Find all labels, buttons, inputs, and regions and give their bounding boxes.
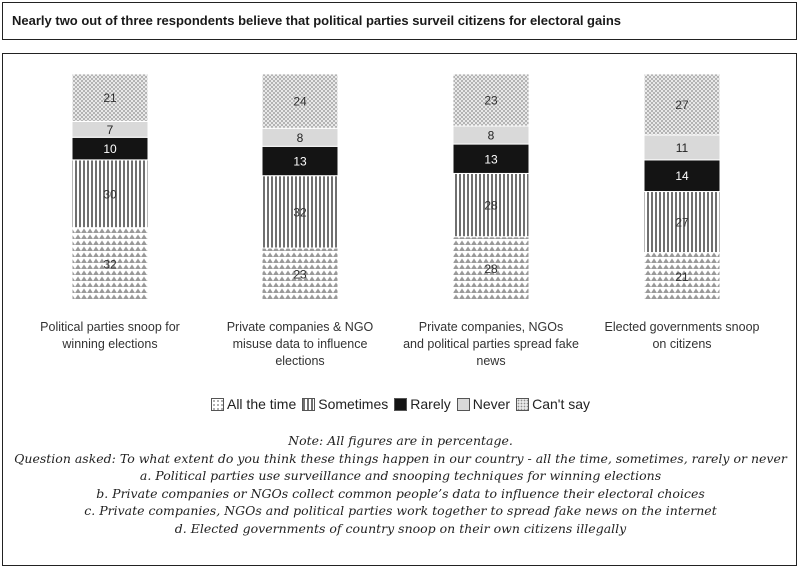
bar-segment-all-the-time	[643, 252, 721, 301]
chart-notes: Note: All figures are in percentage. Que…	[3, 432, 798, 537]
bar-segment-sometimes	[643, 191, 721, 254]
data-label: 27	[675, 216, 689, 230]
bar-segment-never	[643, 134, 721, 161]
category-label-line: Elected governments snoop	[604, 320, 760, 334]
category-label-line: and political parties spread fake news	[403, 337, 579, 368]
question-item-d: d. Elected governments of country snoop …	[174, 520, 627, 536]
data-label: 32	[293, 205, 307, 219]
legend-label: Sometimes	[318, 396, 389, 413]
data-label: 23	[293, 268, 307, 282]
data-label: 7	[107, 123, 114, 137]
bar-segment-can-t-say	[261, 73, 339, 129]
note-line: Note: All figures are in percentage.	[288, 433, 513, 448]
legend-swatch	[516, 398, 530, 412]
stacked-bar-chart: 32 30 10 7 21 23 32 13 8 24 28 28 13 8 23 21 27 14 11 27	[71, 73, 721, 301]
legend-label: Rarely	[410, 396, 451, 413]
legend-item-sometimes: Sometimes	[302, 396, 388, 412]
category-label: Elected governments snoop on citizens	[582, 319, 782, 353]
legend-item-rarely: Rarely	[394, 396, 451, 413]
data-label: 32	[103, 257, 117, 271]
bar-segment-rarely	[261, 145, 339, 177]
data-label: 13	[484, 152, 498, 166]
bar-segment-can-t-say	[452, 73, 530, 127]
data-label: 14	[675, 169, 689, 183]
bar-segment-all-the-time	[71, 227, 149, 301]
data-label: 21	[103, 91, 117, 105]
category-label-line: misuse data to influence	[232, 337, 368, 351]
category-label: Private companies & NGO misuse data to in…	[200, 319, 400, 370]
data-label: 28	[484, 262, 498, 276]
question-item-b: b. Private companies or NGOs collect com…	[96, 485, 705, 501]
legend-swatch	[210, 398, 224, 412]
question-item-c: c. Private companies, NGOs and political…	[84, 503, 717, 518]
bar-segment-all-the-time	[452, 236, 530, 301]
chart-panel: 32 30 10 7 21 23 32 13 8 24 28 28 13 8 23 21 27 14 11 27 Po…	[2, 53, 797, 566]
question-item-a: a. Political parties use surveillance an…	[139, 468, 662, 483]
category-label-line: on citizens	[652, 337, 712, 351]
bar-segment-rarely	[643, 159, 721, 193]
category-label-line: Private companies, NGOs	[418, 320, 564, 334]
category-label-line: Political parties snoop for	[40, 320, 180, 334]
bar-segment-sometimes	[261, 175, 339, 249]
legend-swatch	[394, 398, 408, 412]
category-label-line: Private companies & NGO	[226, 320, 374, 334]
data-label: 8	[488, 129, 495, 143]
bar-segment-can-t-say	[643, 73, 721, 136]
chart-title-box: Nearly two out of three respondents beli…	[2, 2, 797, 40]
legend-label: Can't say	[532, 396, 591, 413]
chart-title: Nearly two out of three respondents beli…	[12, 13, 621, 28]
bar-segment-sometimes	[452, 172, 530, 238]
legend-item-never: Never	[456, 396, 511, 413]
data-label: 11	[676, 141, 689, 155]
question-line: Question asked: To what extent do you th…	[14, 450, 787, 466]
category-label-line: elections	[275, 354, 325, 368]
data-label: 28	[484, 199, 498, 213]
legend-swatch	[302, 398, 316, 412]
chart-legend: All the time Sometimes Rarely Never Can't sa…	[3, 395, 798, 415]
bar-segment-can-t-say	[71, 73, 149, 122]
data-label: 8	[297, 131, 304, 145]
data-label: 27	[675, 98, 689, 112]
data-label: 23	[484, 93, 498, 107]
bar-segment-rarely	[452, 143, 530, 174]
data-label: 30	[103, 187, 117, 201]
legend-label: Never	[472, 396, 511, 413]
bar-segment-sometimes	[71, 159, 149, 229]
legend-item-can-t-say: Can't say	[516, 396, 590, 412]
data-label: 13	[293, 155, 307, 169]
legend-label: All the time	[226, 396, 297, 413]
category-label: Private companies, NGOs and political par…	[391, 319, 591, 370]
data-label: 10	[103, 142, 117, 156]
category-label: Political parties snoop for winning elect…	[10, 319, 210, 353]
data-label: 21	[675, 270, 689, 284]
data-label: 24	[293, 95, 307, 109]
legend-item-all-the-time: All the time	[210, 396, 297, 413]
category-label-line: winning elections	[62, 337, 158, 351]
legend-swatch	[456, 398, 470, 412]
